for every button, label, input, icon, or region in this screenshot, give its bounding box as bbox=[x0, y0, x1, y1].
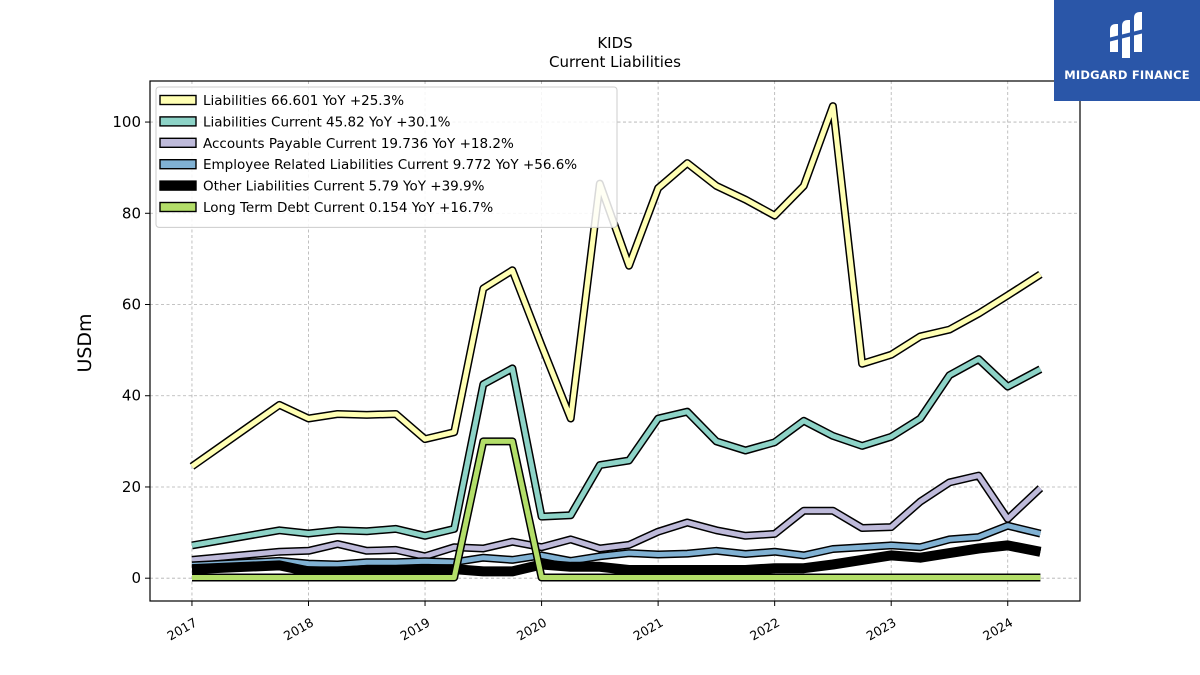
midgard-logo-icon bbox=[1108, 12, 1148, 58]
chart-subtitle: Current Liabilities bbox=[549, 53, 681, 71]
series-outline bbox=[191, 355, 1043, 550]
legend-item: Long Term Debt Current 0.154 YoY +16.7% bbox=[159, 200, 493, 216]
x-tick-label: 2018 bbox=[281, 615, 316, 644]
legend-label: Liabilities Current 45.82 YoY +30.1% bbox=[203, 114, 451, 130]
y-tick-label: 100 bbox=[112, 113, 141, 131]
y-axis-label: USDm bbox=[74, 313, 96, 372]
legend-swatch bbox=[159, 158, 197, 170]
series-liabilities bbox=[189, 102, 1043, 470]
x-tick-label: 2022 bbox=[747, 615, 782, 644]
series-line bbox=[191, 356, 1042, 548]
series-liabilities-current bbox=[191, 355, 1043, 550]
y-tick-label: 40 bbox=[122, 387, 141, 405]
y-tick-label: 60 bbox=[122, 296, 141, 314]
legend-swatch bbox=[159, 180, 197, 191]
legend-label: Liabilities 66.601 YoY +25.3% bbox=[203, 93, 404, 109]
y-tick-label: 20 bbox=[122, 478, 141, 496]
series-lines bbox=[189, 102, 1044, 582]
plot-frame bbox=[149, 80, 1081, 602]
series-line bbox=[191, 523, 1041, 568]
x-tick-label: 2019 bbox=[397, 615, 432, 644]
series-other-liabilities-current bbox=[191, 540, 1042, 577]
legend-label: Long Term Debt Current 0.154 YoY +16.7% bbox=[203, 200, 493, 216]
series-long-term-debt-current bbox=[192, 437, 1041, 582]
y-tick-label: 0 bbox=[131, 569, 141, 587]
legend-item: Other Liabilities Current 5.79 YoY +39.9… bbox=[159, 179, 485, 195]
x-axis: 2017 2018 2019 2020 2021 2022 2023 2024 bbox=[164, 601, 1015, 644]
x-tick-label: 2024 bbox=[980, 615, 1015, 644]
legend-item: Liabilities 66.601 YoY +25.3% bbox=[159, 93, 404, 109]
x-tick-label: 2017 bbox=[164, 615, 199, 644]
legend-item: Liabilities Current 45.82 YoY +30.1% bbox=[159, 114, 451, 130]
legend-swatch bbox=[159, 137, 197, 149]
legend-label: Employee Related Liabilities Current 9.7… bbox=[203, 157, 577, 173]
x-tick-label: 2020 bbox=[514, 615, 549, 644]
legend-box bbox=[155, 86, 618, 228]
legend-label: Accounts Payable Current 19.736 YoY +18.… bbox=[203, 136, 514, 152]
legend-swatch bbox=[159, 94, 197, 106]
series-line bbox=[190, 103, 1042, 469]
series-line bbox=[191, 473, 1043, 563]
legend-label: Other Liabilities Current 5.79 YoY +39.9… bbox=[203, 179, 485, 195]
legend-item: Employee Related Liabilities Current 9.7… bbox=[159, 157, 577, 173]
x-tick-label: 2021 bbox=[631, 615, 666, 644]
y-axis: 0 20 40 60 80 100 bbox=[112, 113, 150, 587]
series-line bbox=[192, 438, 1041, 580]
x-tick-label: 2023 bbox=[864, 615, 899, 644]
legend-swatch bbox=[159, 116, 197, 127]
y-tick-label: 80 bbox=[122, 204, 141, 222]
legend-item: Accounts Payable Current 19.736 YoY +18.… bbox=[159, 136, 514, 152]
legend-swatch bbox=[159, 201, 197, 213]
legend: Liabilities 66.601 YoY +25.3% Liabilities… bbox=[155, 86, 618, 228]
series-employee-related-liabilities-current bbox=[191, 521, 1042, 570]
logo-text: MIDGARD FINANCE bbox=[1064, 68, 1190, 82]
series-line bbox=[191, 541, 1042, 575]
midgard-logo: MIDGARD FINANCE bbox=[1054, 0, 1200, 101]
series-accounts-payable-current bbox=[191, 471, 1044, 564]
chart-title: KIDS bbox=[597, 34, 632, 52]
